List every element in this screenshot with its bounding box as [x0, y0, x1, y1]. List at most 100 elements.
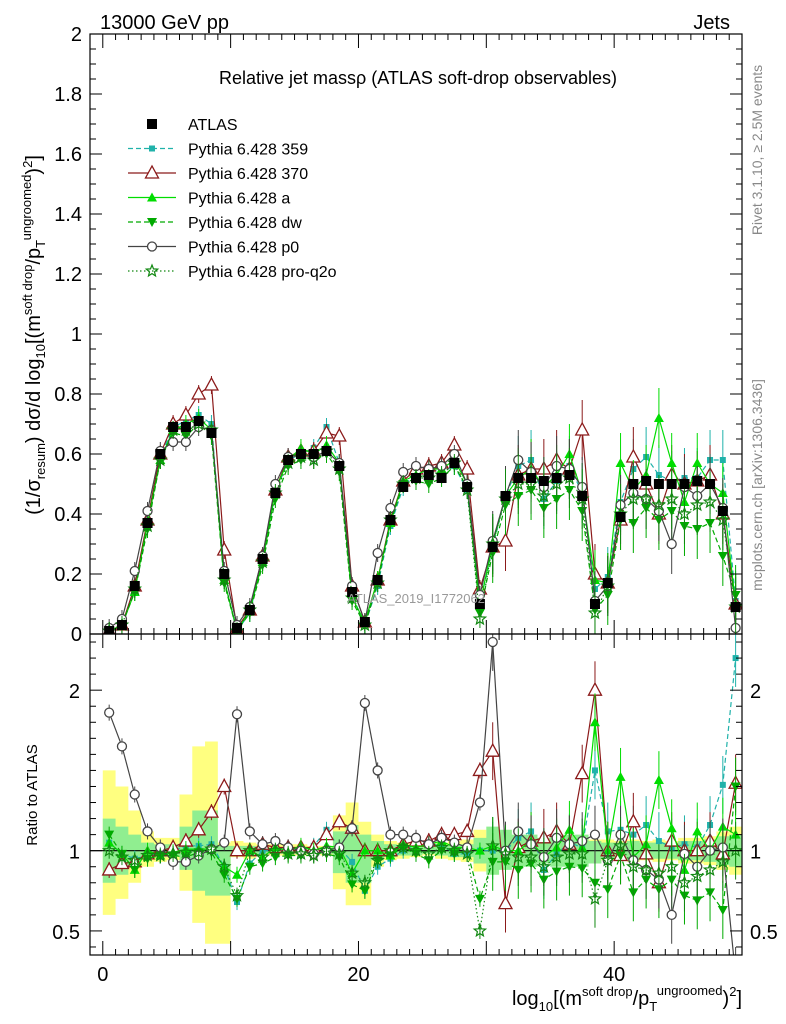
data-point	[398, 482, 409, 492]
ylabel-sup-d: ungroomed	[19, 175, 34, 241]
ratio-series-5	[101, 816, 742, 939]
data-point	[474, 599, 485, 609]
ratio-point	[549, 849, 564, 864]
main-data-layer	[101, 376, 742, 634]
data-point	[497, 532, 514, 547]
ratio-line-5	[108, 844, 736, 931]
legend-marker	[147, 119, 157, 129]
ratio-point	[244, 826, 255, 837]
ratio-ylabel: Ratio to ATLAS	[24, 744, 41, 845]
data-point	[116, 620, 127, 630]
legend-marker	[147, 218, 157, 227]
ratio-point	[101, 843, 117, 857]
ratio-point	[474, 845, 485, 855]
data-point	[142, 505, 153, 517]
ratio-point	[116, 741, 128, 752]
data-point	[692, 458, 703, 467]
legend-item: Pythia 6.428 p0	[128, 240, 299, 257]
ratio-point	[511, 849, 526, 864]
data-point	[372, 575, 383, 585]
ratio-point	[216, 859, 232, 873]
xlabel-sup-c: ungroomed	[657, 983, 723, 998]
data-point	[500, 491, 511, 501]
ratio-point	[655, 838, 662, 845]
legend-marker	[149, 145, 155, 152]
main-ytick-label: 0	[71, 624, 82, 646]
data-point	[385, 515, 396, 525]
ratio-point	[319, 843, 334, 857]
ratio-point	[219, 837, 230, 848]
ratio-point	[257, 839, 268, 850]
ratio-point	[140, 847, 155, 862]
xlabel: log10[(msoft drop/pTungroomed)2]	[512, 983, 742, 1014]
data-point	[459, 460, 475, 475]
series-line-6	[108, 423, 737, 633]
xlabel-sup-d: 2	[729, 984, 736, 999]
series-0	[104, 416, 741, 634]
ratio-point	[472, 923, 488, 938]
data-point	[142, 518, 153, 528]
analysis-watermark: ATLAS_2019_I1772062	[347, 591, 485, 606]
xtick-label: 0	[97, 964, 108, 986]
ratio-point	[651, 865, 667, 880]
legend-label: ATLAS	[188, 117, 238, 134]
ratio-point	[129, 789, 140, 800]
data-point	[180, 422, 191, 432]
legend-label: Pythia 6.428 370	[188, 166, 308, 183]
ratio-point	[677, 875, 692, 889]
xlabel-sub-c: T	[649, 999, 657, 1014]
data-point	[679, 479, 690, 489]
main-ytick-label: 0.2	[54, 564, 82, 586]
xlabel-sub-a: 10	[539, 999, 553, 1014]
data-point	[308, 449, 319, 459]
xlabel-part-d: )	[723, 988, 730, 1010]
ratio-point	[613, 838, 628, 853]
ratio-point	[600, 852, 616, 867]
data-point	[513, 473, 524, 483]
ratio-point	[459, 823, 475, 838]
xtick-label: 20	[347, 964, 369, 986]
ratio-point	[165, 846, 181, 861]
data-point	[615, 458, 626, 467]
legend-marker	[144, 263, 160, 278]
xlabel-sup-b: soft drop	[582, 984, 633, 999]
ratio-point	[410, 832, 422, 843]
ratio-ytick-label: 2	[69, 681, 80, 703]
ratio-ytick-label: 1	[69, 842, 80, 864]
ratio-point	[485, 742, 501, 757]
mcplots-label: mcplots.cern.ch [arXiv:1306.3436]	[749, 379, 765, 591]
jets-label: Jets	[693, 12, 730, 34]
ratio-point	[268, 843, 283, 857]
main-ytick-label: 1.4	[54, 204, 82, 226]
data-point	[666, 538, 677, 550]
data-point	[587, 605, 603, 620]
ratio-point	[331, 813, 347, 828]
legend-label: Pythia 6.428 dw	[188, 215, 302, 232]
ratio-point	[434, 839, 449, 854]
ratio-point	[408, 843, 424, 857]
data-point	[203, 376, 220, 391]
main-ytick-label: 2	[71, 24, 82, 46]
data-point	[436, 473, 447, 483]
data-point	[449, 458, 460, 468]
ratio-point	[359, 697, 371, 709]
data-point	[692, 476, 703, 486]
ratio-point	[244, 862, 255, 872]
data-point	[193, 416, 204, 426]
ratio-point	[293, 846, 309, 861]
data-point	[577, 491, 588, 501]
main-ylabel: (1/σresum) dσ/d log10[(msoft drop/pTungr…	[19, 155, 48, 515]
ratio-point	[474, 894, 485, 904]
xlabel-part-c: /p	[633, 988, 650, 1010]
ratio-point	[191, 821, 207, 836]
data-point	[666, 479, 677, 489]
legend-item: Pythia 6.428 359	[128, 142, 308, 159]
ratio-point	[702, 862, 718, 877]
ratio-point	[370, 852, 385, 867]
legend-item: Pythia 6.428 a	[128, 191, 290, 208]
data-point	[270, 488, 281, 498]
ratio-point	[719, 781, 726, 788]
ratio-point	[332, 846, 347, 861]
ratio-point	[229, 887, 245, 902]
data-point	[564, 470, 575, 480]
